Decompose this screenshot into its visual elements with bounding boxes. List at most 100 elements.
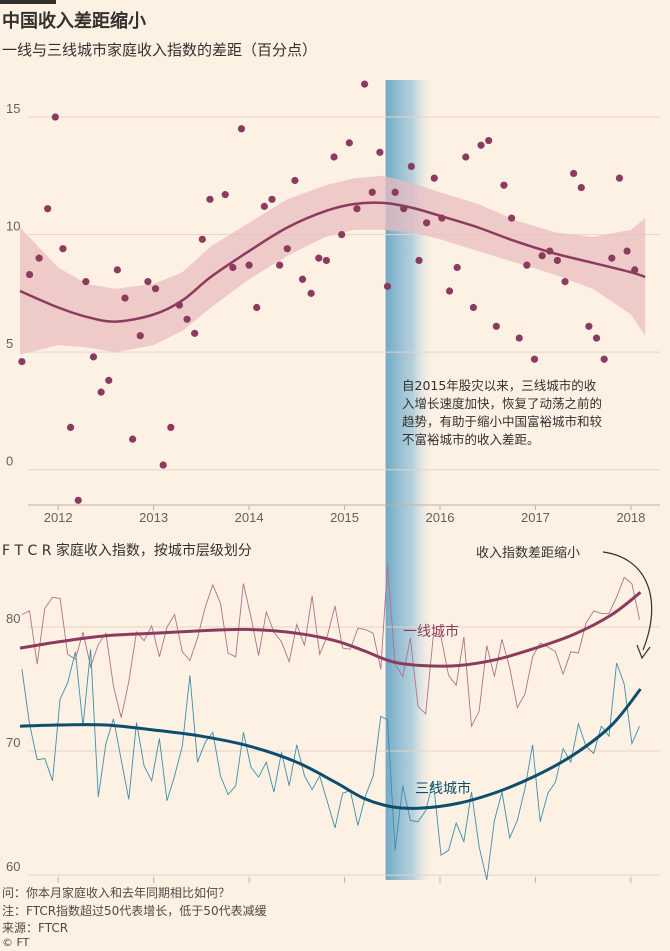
scatter-point [183,315,191,323]
scatter-point [291,176,299,185]
scatter-point [51,113,59,121]
scatter-point [561,278,569,286]
scatter-point [315,254,323,262]
scatter-point [97,388,105,396]
scatter-point [523,261,531,269]
scatter-point [151,285,160,293]
scatter-point [206,195,214,203]
scatter-point [391,188,399,196]
scatter-point [276,261,284,269]
scatter-point [600,355,608,363]
scatter-point [538,252,546,260]
scatter-point [438,214,446,222]
x-tick-label: 2014 [235,510,264,525]
scatter-point [260,202,268,210]
annotation-line: 入增长速度加快，恢复了动荡之前的 [402,396,602,411]
x-tick-label: 2013 [139,510,168,525]
y-tick-label-bottom: 80 [6,611,20,626]
scatter-point [469,303,478,312]
scatter-point [221,191,229,199]
scatter-point [25,270,34,279]
scatter-point [553,256,562,265]
annotation-line: 趋势，有助于缩小中国富裕城市和较 [402,414,603,429]
scatter-point [462,153,470,161]
scatter-point [283,245,291,253]
scatter-point [322,256,331,265]
scatter-point [44,205,52,213]
scatter-point [500,181,508,189]
top-rule [0,0,56,4]
scatter-point [35,254,43,262]
y-tick-label: 5 [6,336,13,351]
scatter-point [376,148,384,156]
scatter-point [415,256,423,265]
scatter-point [477,141,485,149]
scatter-point [577,183,585,192]
scatter-point [423,219,431,227]
x-tick-label: 2017 [521,510,550,525]
gap-arrow [602,551,653,651]
scatter-point [407,162,415,171]
scatter-point [105,376,113,384]
scatter-point [608,254,616,262]
scatter-point [237,125,246,133]
scatter-point [268,195,276,203]
scatter-point [570,169,578,178]
index-chart-title: F T C R 家庭收入指数，按城市层级划分 [2,543,252,559]
y-tick-label: 0 [6,454,13,469]
x-tick-label: 2012 [44,510,73,525]
tier1-label: 一线城市 [403,623,459,640]
scatter-point [492,322,500,330]
y-tick-label: 10 [6,219,20,234]
x-tick-label: 2018 [616,510,645,525]
scatter-point [430,174,438,182]
scatter-point [485,136,493,145]
footer-source: 来源：FTCR [2,921,69,935]
scatter-point [338,230,346,239]
chart-title: 中国收入差距缩小 [2,11,146,32]
scatter-point [198,235,206,243]
scatter-point [585,322,593,330]
scatter-point [66,423,75,432]
scatter-point [136,332,144,340]
scatter-point [59,245,67,253]
scatter-point [82,278,90,286]
annotation-line: 不富裕城市的收入差距。 [402,432,540,447]
scatter-point [253,303,261,312]
scatter-point [515,334,523,342]
scatter-point [89,353,98,361]
scatter-point [453,263,461,272]
tier3-smooth-line [19,688,642,810]
scatter-point [175,301,184,309]
scatter-point [298,275,307,283]
scatter-point [167,423,175,432]
annotation-line: 自2015年股灾以来，三线城市的收 [402,378,597,393]
scatter-point [191,329,199,337]
scatter-point [129,435,137,443]
scatter-point [113,266,121,274]
scatter-point [445,287,454,295]
scatter-point [368,188,376,196]
y-tick-label: 15 [6,101,20,116]
scatter-point [507,214,516,222]
scatter-point [121,294,129,302]
x-tick-label: 2016 [426,510,455,525]
chart-subtitle: 一线与三线城市家庭收入指数的差距（百分点） [2,41,318,59]
y-tick-label-bottom: 60 [6,859,20,874]
footer-note: 注：FTCR指数超过50代表增长，低于50代表减缓 [2,904,267,918]
gap-arrow-head [636,644,651,660]
scatter-point [353,205,361,213]
tier3-label: 三线城市 [415,780,471,797]
scatter-point [159,461,167,469]
footer-copyright: © FT [2,936,30,949]
gap-narrowing-label: 收入指数差距缩小 [476,545,580,561]
scatter-point [530,355,539,363]
scatter-point [245,261,253,269]
scatter-point [546,247,554,255]
scatter-point [307,289,315,297]
scatter-point [615,174,624,182]
scatter-point [345,139,353,147]
scatter-point [623,247,631,255]
x-tick-label: 2015 [330,510,359,525]
